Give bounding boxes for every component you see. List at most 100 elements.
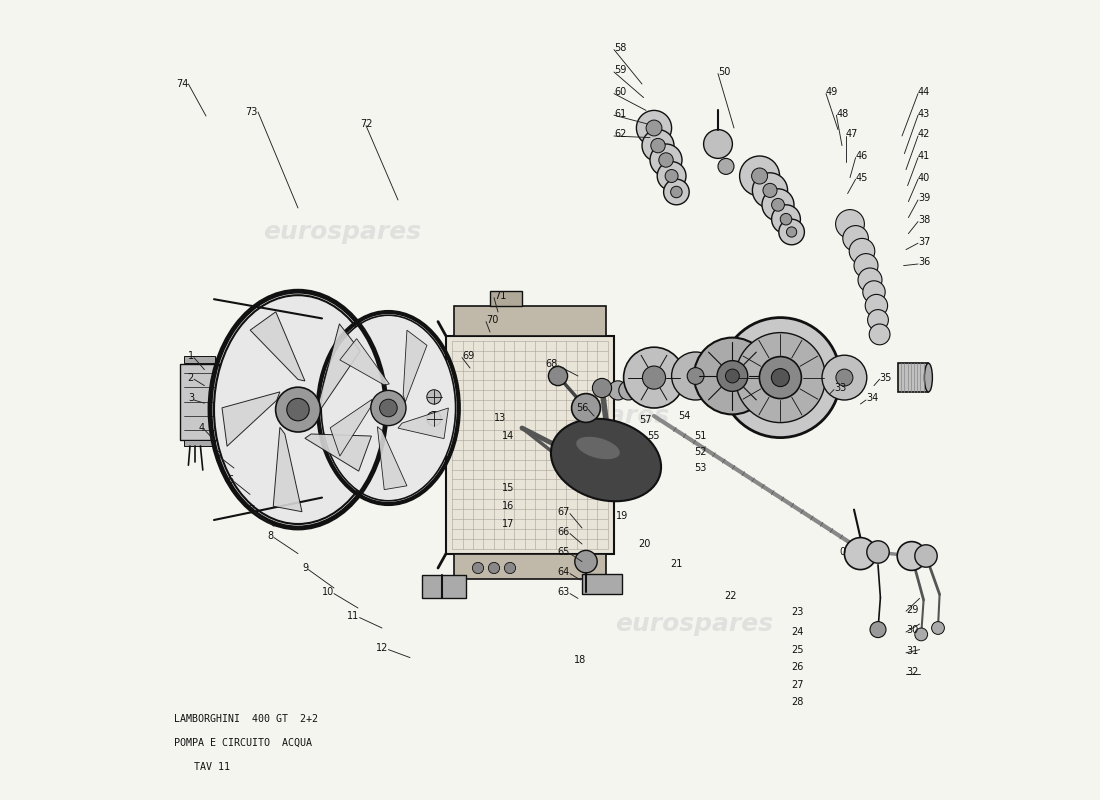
- Circle shape: [671, 186, 682, 198]
- Circle shape: [763, 183, 777, 198]
- Text: POMPA E CIRCUITO  ACQUA: POMPA E CIRCUITO ACQUA: [174, 738, 312, 747]
- Text: 47: 47: [846, 130, 858, 139]
- Text: 70: 70: [486, 315, 498, 325]
- Bar: [454, 554, 606, 579]
- Text: 64: 64: [558, 567, 570, 577]
- Text: 26: 26: [792, 662, 804, 672]
- Circle shape: [915, 628, 927, 641]
- Text: 73: 73: [245, 107, 258, 117]
- Text: 65: 65: [558, 547, 570, 557]
- Circle shape: [287, 398, 309, 421]
- Text: 55: 55: [647, 431, 659, 441]
- Text: 6: 6: [228, 475, 234, 485]
- Circle shape: [488, 562, 499, 574]
- Circle shape: [663, 179, 690, 205]
- Text: TAV 11: TAV 11: [194, 762, 230, 771]
- Text: 9: 9: [302, 563, 308, 573]
- Text: 13: 13: [494, 413, 506, 422]
- Ellipse shape: [576, 437, 619, 459]
- Text: 60: 60: [614, 87, 626, 97]
- Text: 54: 54: [678, 411, 691, 421]
- Text: 23: 23: [792, 607, 804, 617]
- Text: 68: 68: [546, 359, 558, 369]
- Circle shape: [666, 170, 678, 182]
- Text: LAMBORGHINI  400 GT  2+2: LAMBORGHINI 400 GT 2+2: [174, 714, 318, 723]
- Text: 50: 50: [718, 67, 730, 77]
- Circle shape: [739, 156, 780, 196]
- Circle shape: [637, 110, 672, 146]
- Circle shape: [720, 318, 840, 438]
- Text: 32: 32: [906, 667, 918, 677]
- Circle shape: [762, 189, 794, 221]
- Circle shape: [898, 542, 926, 570]
- Circle shape: [575, 550, 597, 573]
- Text: 33: 33: [834, 383, 846, 393]
- Circle shape: [379, 399, 397, 417]
- Circle shape: [843, 226, 868, 251]
- Circle shape: [836, 369, 852, 386]
- Text: 44: 44: [918, 87, 931, 97]
- Polygon shape: [398, 408, 449, 438]
- Text: 69: 69: [462, 351, 474, 361]
- Text: 31: 31: [906, 646, 918, 656]
- Circle shape: [608, 381, 628, 400]
- Bar: [490, 291, 522, 306]
- Text: 59: 59: [614, 66, 626, 75]
- Circle shape: [642, 130, 674, 162]
- Text: 24: 24: [792, 627, 804, 637]
- Circle shape: [858, 268, 882, 292]
- Circle shape: [651, 138, 666, 153]
- Text: eurospares: eurospares: [615, 612, 773, 636]
- Circle shape: [657, 162, 686, 190]
- Circle shape: [704, 130, 733, 158]
- Circle shape: [752, 173, 788, 208]
- Circle shape: [371, 390, 406, 426]
- Text: 66: 66: [558, 527, 570, 537]
- Circle shape: [771, 369, 790, 386]
- Text: 0: 0: [840, 547, 846, 557]
- Text: 3: 3: [188, 394, 194, 403]
- Text: eurospares: eurospares: [263, 220, 421, 244]
- Text: 18: 18: [574, 655, 586, 665]
- Circle shape: [646, 120, 662, 136]
- Circle shape: [780, 214, 792, 225]
- Text: 29: 29: [906, 605, 918, 614]
- Bar: [185, 357, 214, 363]
- Text: 71: 71: [494, 291, 506, 301]
- Text: 39: 39: [918, 194, 931, 203]
- Polygon shape: [377, 426, 407, 490]
- Ellipse shape: [321, 315, 455, 501]
- Circle shape: [771, 198, 784, 211]
- Bar: [582, 574, 621, 594]
- Text: 5: 5: [214, 451, 220, 461]
- Polygon shape: [319, 324, 361, 410]
- Circle shape: [572, 394, 601, 422]
- Text: 22: 22: [725, 591, 737, 601]
- Text: 56: 56: [576, 403, 588, 413]
- Circle shape: [862, 281, 886, 303]
- Circle shape: [276, 387, 320, 432]
- Text: 51: 51: [694, 431, 706, 441]
- Circle shape: [869, 324, 890, 345]
- Text: 74: 74: [176, 79, 188, 89]
- Bar: [180, 363, 219, 439]
- Circle shape: [688, 368, 704, 384]
- Polygon shape: [250, 312, 305, 381]
- Text: 49: 49: [826, 87, 838, 97]
- Circle shape: [845, 538, 877, 570]
- Text: 48: 48: [836, 109, 849, 118]
- Polygon shape: [404, 330, 427, 402]
- Text: 43: 43: [918, 109, 931, 118]
- Text: 8: 8: [268, 531, 274, 541]
- Circle shape: [866, 294, 888, 317]
- Ellipse shape: [551, 418, 661, 502]
- Bar: [185, 440, 214, 446]
- Bar: [446, 336, 614, 554]
- Circle shape: [650, 144, 682, 176]
- Text: 41: 41: [918, 151, 931, 161]
- Circle shape: [593, 378, 612, 398]
- Text: 72: 72: [360, 119, 372, 129]
- Text: 63: 63: [558, 587, 570, 597]
- Circle shape: [736, 333, 825, 422]
- Text: 34: 34: [866, 394, 878, 403]
